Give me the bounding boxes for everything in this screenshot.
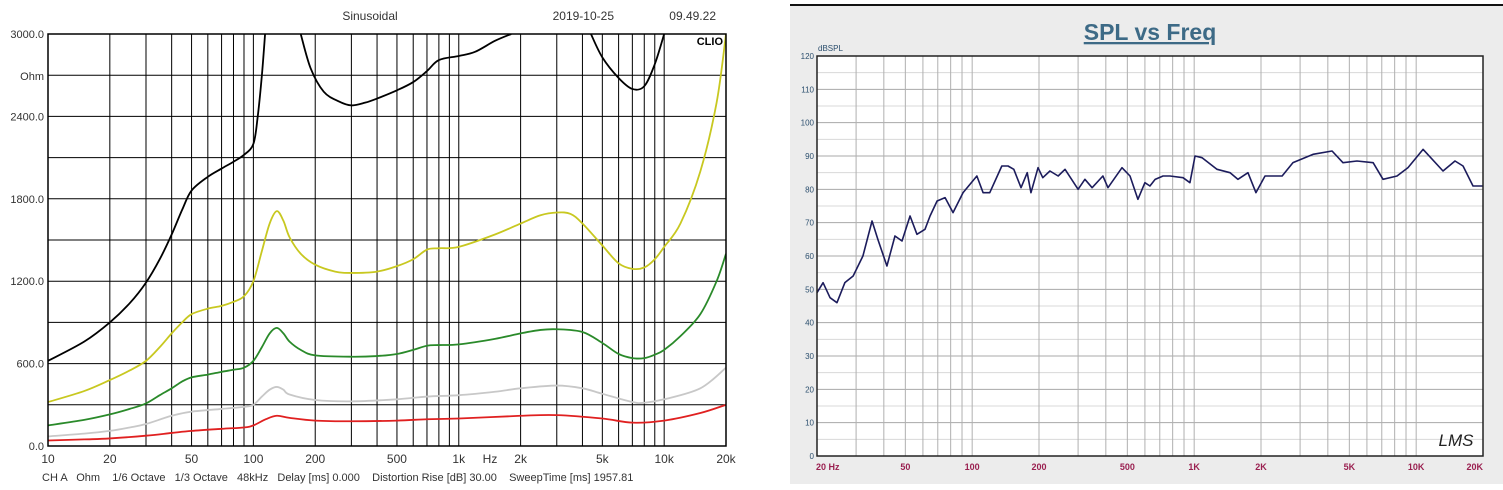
top-border	[790, 4, 1503, 6]
y-tick-label: 1800.0	[10, 194, 44, 206]
footer-info: CH A Ohm 1/6 Octave 1/3 Octave 48kHz Del…	[42, 472, 633, 484]
x-tick-label: 5K	[1344, 462, 1356, 472]
impedance-curve-0	[48, 34, 266, 362]
x-axis-label: Hz	[483, 452, 498, 466]
impedance-curve-0	[299, 34, 512, 107]
x-tick-label: 10K	[1408, 462, 1425, 472]
spl-chart: SPL vs Freq dBSPL LMS 0 10 20 30 40 50 60 70 80 9…	[790, 4, 1503, 484]
x-tick-label: 2k	[514, 452, 528, 466]
y-tick-label: 90	[805, 152, 814, 161]
impedance-curve-1	[48, 34, 726, 403]
y-tick-label: 110	[801, 85, 814, 94]
impedance-curve-2	[48, 253, 726, 427]
y-tick-label: 600.0	[16, 359, 44, 371]
x-tick-label: 1K	[1188, 462, 1200, 472]
chart-mode-label: Sinusoidal	[342, 9, 397, 23]
y-tick-label: 30	[805, 352, 814, 361]
y-tick-label: 20	[805, 385, 814, 394]
plot-frame	[816, 55, 1484, 457]
curves	[816, 148, 1483, 304]
y-tick-label: 100	[801, 119, 815, 128]
x-tick-label: 50	[185, 452, 199, 466]
y-tick-labels: 0.0 600.0 1200.0 1800.0 2400.0 3000.0	[10, 29, 44, 453]
clio-logo: CLIO	[697, 36, 724, 48]
x-tick-label: 500	[387, 452, 407, 466]
grid	[47, 33, 727, 447]
x-tick-label: 10	[41, 452, 55, 466]
x-tick-labels: 10 20 50 100 200 500 1k 2k 5k 10k 20k	[41, 452, 736, 466]
chart-title: SPL vs Freq	[1084, 19, 1217, 45]
impedance-curve-4	[48, 403, 726, 442]
x-tick-label: 20	[103, 452, 117, 466]
y-tick-label: 60	[805, 252, 814, 261]
y-tick-labels: 0 10 20 30 40 50 60 70 80 90 100 110 120	[801, 52, 815, 461]
x-tick-label: 20k	[716, 452, 736, 466]
y-tick-label: 120	[801, 52, 815, 61]
y-tick-label: 10	[805, 419, 814, 428]
y-axis-label: Ohm	[20, 71, 44, 83]
y-tick-label: 0	[810, 452, 815, 461]
spl-curve	[816, 148, 1483, 304]
x-tick-label: 50	[900, 462, 910, 472]
x-tick-label: 20 Hz	[816, 462, 840, 472]
x-tick-label: 20K	[1466, 462, 1483, 472]
chart-date: 2019-10-25	[553, 9, 615, 23]
chart-time: 09.49.22	[669, 9, 716, 23]
y-tick-label: 70	[805, 219, 814, 228]
lms-logo: LMS	[1439, 431, 1475, 450]
x-tick-labels: 20 Hz 50 100 200 500 1K 2K 5K 10K 20K	[816, 462, 1483, 472]
y-axis-label: dBSPL	[818, 44, 843, 53]
y-tick-label: 0.0	[29, 441, 44, 453]
impedance-chart: Sinusoidal 2019-10-25 09.49.22 CLIO 0.0 6…	[10, 9, 736, 484]
x-tick-label: 200	[1031, 462, 1046, 472]
y-tick-label: 2400.0	[10, 111, 44, 123]
x-tick-label: 100	[965, 462, 980, 472]
curves	[48, 34, 726, 442]
x-tick-label: 200	[305, 452, 325, 466]
x-tick-label: 2K	[1255, 462, 1267, 472]
plot-frame	[47, 33, 727, 447]
x-tick-label: 10k	[654, 452, 674, 466]
impedance-curve-3	[48, 367, 726, 438]
y-tick-label: 50	[805, 285, 814, 294]
y-tick-label: 80	[805, 185, 814, 194]
x-tick-label: 100	[243, 452, 263, 466]
y-tick-label: 1200.0	[10, 276, 44, 288]
y-tick-label: 40	[805, 319, 814, 328]
x-tick-label: 500	[1120, 462, 1135, 472]
y-tick-label: 3000.0	[10, 29, 44, 41]
x-tick-label: 5k	[596, 452, 610, 466]
x-tick-label: 1k	[452, 452, 466, 466]
impedance-curve-0	[590, 34, 666, 91]
